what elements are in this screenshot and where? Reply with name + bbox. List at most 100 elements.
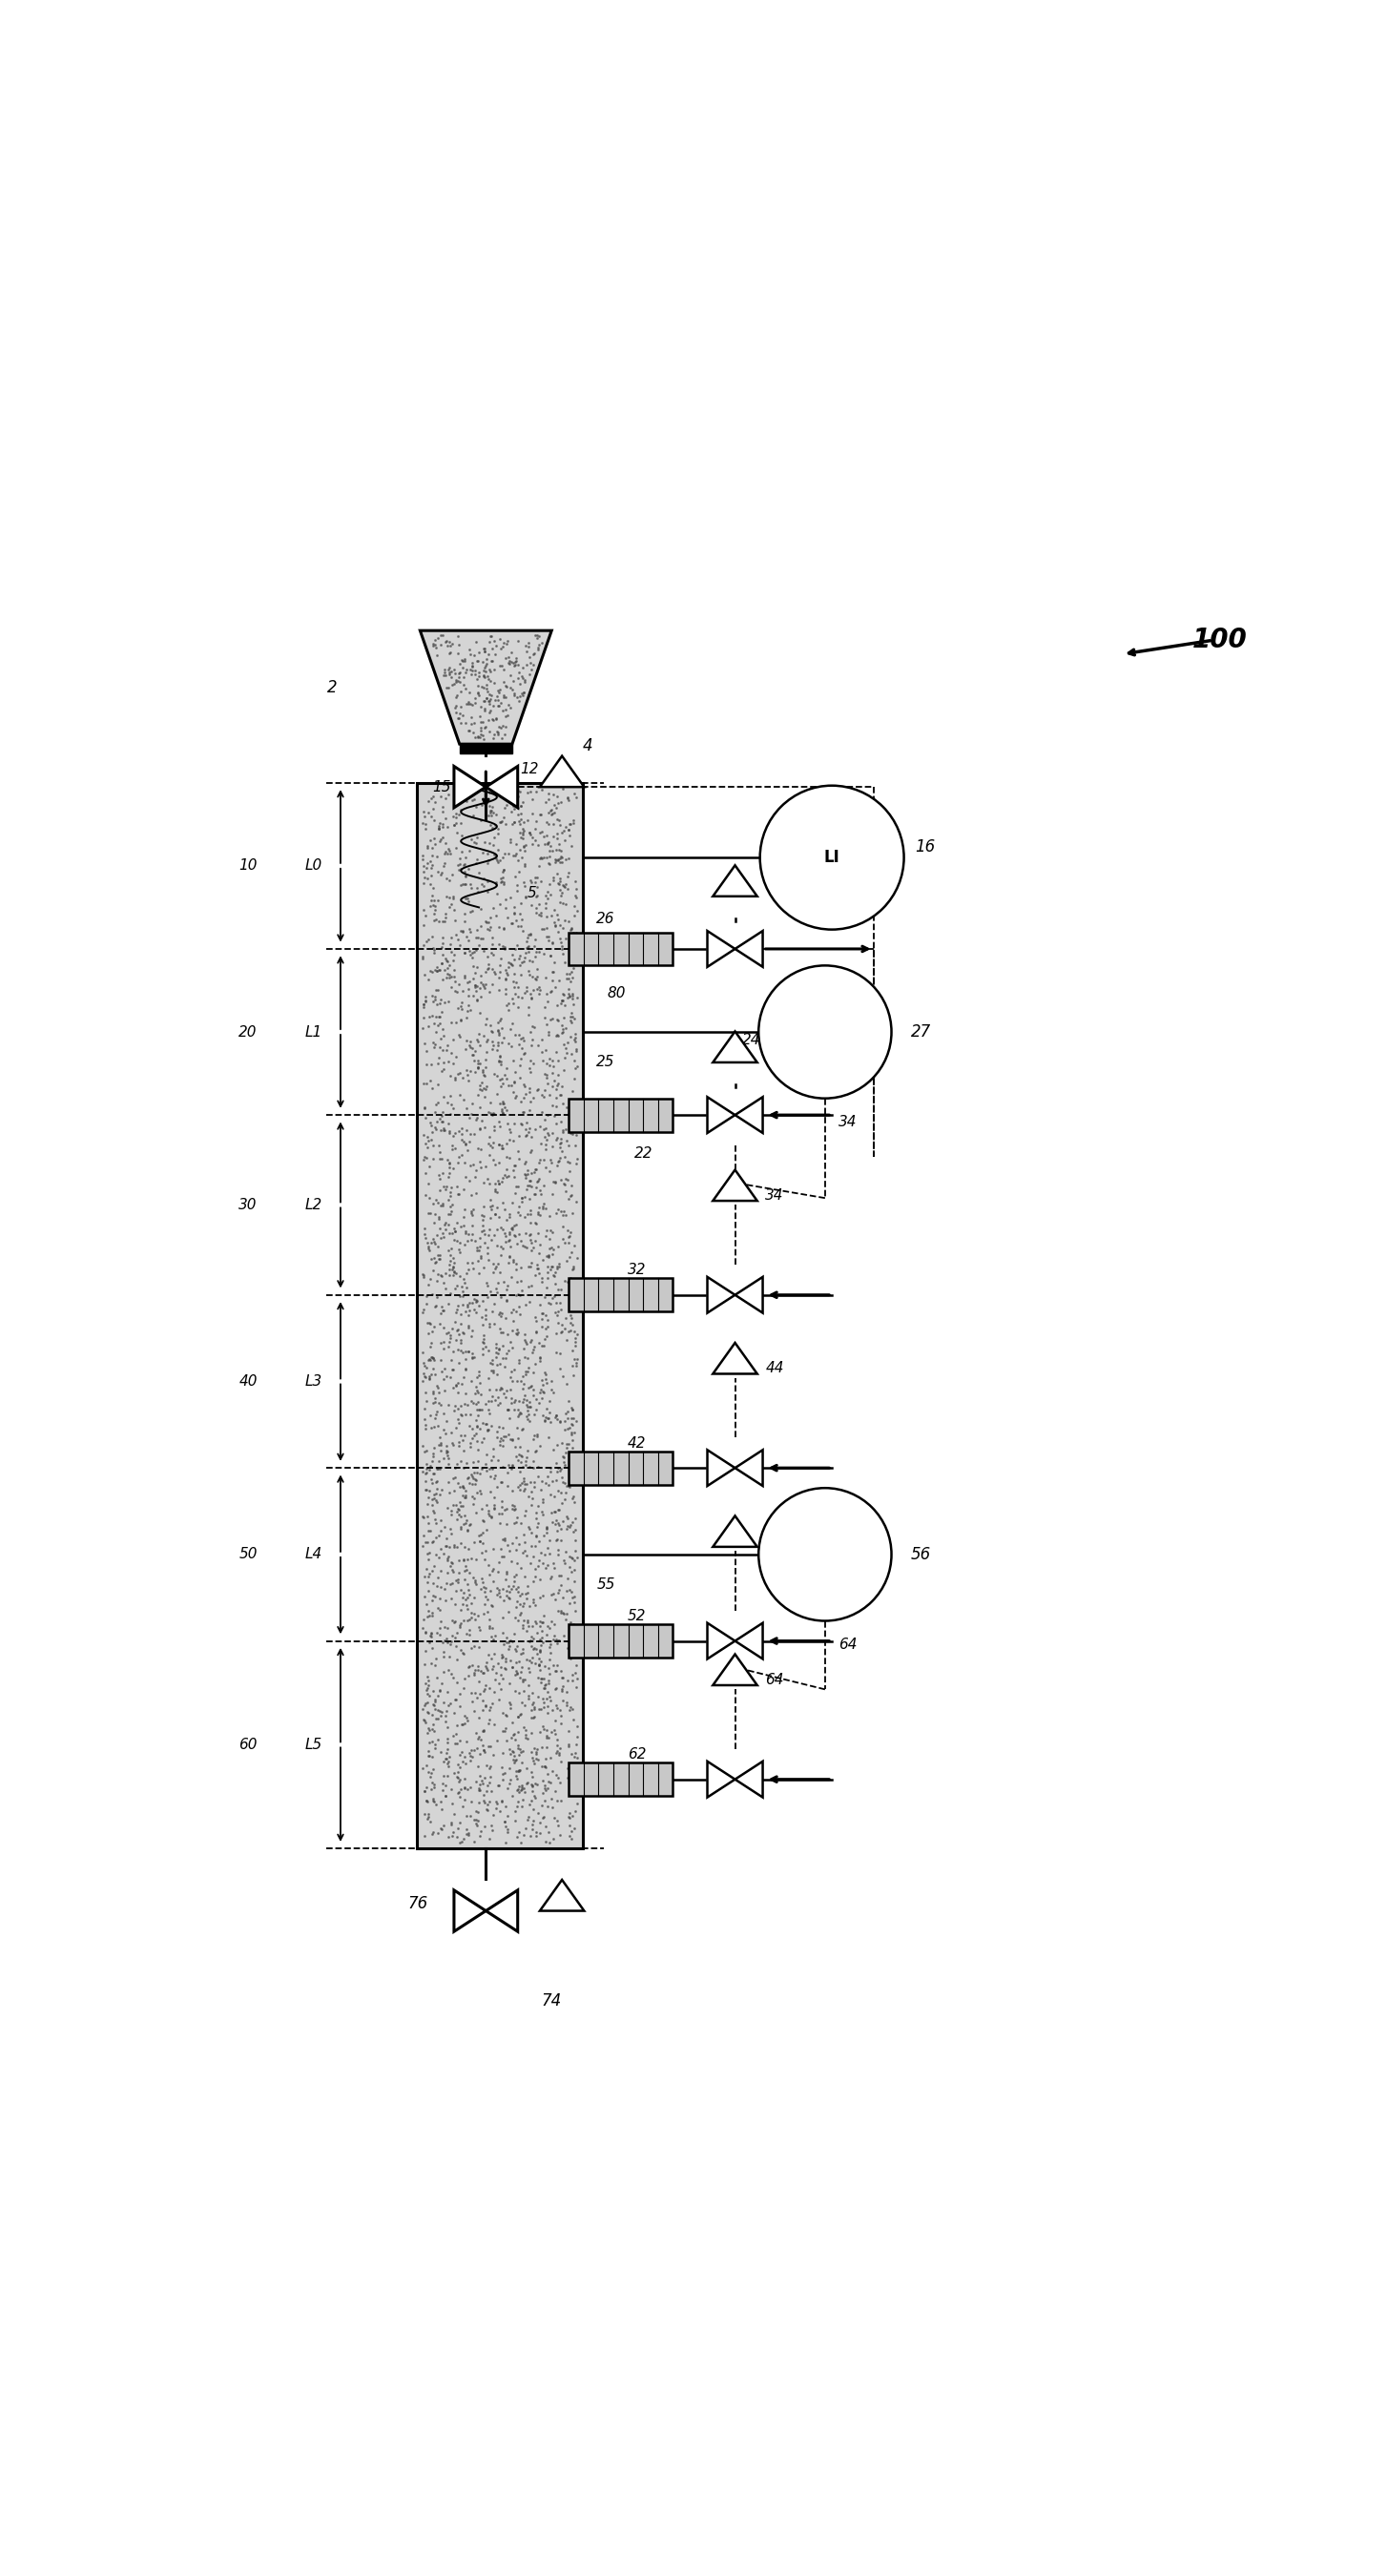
- Point: [534, 1664, 556, 1705]
- Point: [483, 1528, 505, 1569]
- Point: [448, 1255, 470, 1296]
- Point: [415, 1468, 437, 1510]
- Point: [454, 1767, 476, 1808]
- Point: [508, 657, 530, 698]
- Point: [426, 1234, 448, 1275]
- Point: [485, 1267, 508, 1309]
- Point: [566, 1180, 588, 1221]
- Point: [555, 1007, 577, 1048]
- Point: [463, 654, 485, 696]
- Point: [479, 1747, 501, 1788]
- Point: [538, 842, 560, 884]
- Point: [466, 1406, 488, 1448]
- Point: [479, 1780, 501, 1821]
- Point: [499, 1257, 522, 1298]
- Point: [459, 1020, 481, 1061]
- Point: [436, 1718, 458, 1759]
- Point: [430, 1051, 452, 1092]
- Point: [477, 1358, 499, 1399]
- Point: [522, 1638, 544, 1680]
- Point: [534, 1319, 556, 1360]
- Circle shape: [760, 786, 904, 930]
- Point: [491, 1659, 513, 1700]
- Point: [412, 835, 434, 876]
- Point: [436, 948, 458, 989]
- Point: [433, 1347, 455, 1388]
- Point: [413, 1556, 436, 1597]
- Text: 42: 42: [628, 1435, 646, 1450]
- Point: [441, 623, 463, 665]
- Point: [441, 657, 463, 698]
- Point: [442, 876, 465, 917]
- Point: [473, 688, 495, 729]
- Point: [477, 902, 499, 943]
- Text: 62: 62: [628, 1747, 646, 1762]
- Point: [508, 938, 530, 979]
- Point: [473, 930, 495, 971]
- Point: [526, 948, 548, 989]
- Point: [515, 1321, 537, 1363]
- Point: [516, 1430, 538, 1471]
- Point: [466, 1020, 488, 1061]
- Point: [481, 925, 503, 966]
- Polygon shape: [454, 1891, 485, 1932]
- Point: [503, 1489, 526, 1530]
- Point: [448, 1275, 470, 1316]
- Point: [488, 1123, 510, 1164]
- Point: [528, 1373, 551, 1414]
- Point: [459, 1394, 481, 1435]
- Point: [430, 1350, 452, 1391]
- Text: 32: 32: [628, 1262, 646, 1278]
- Point: [541, 1051, 563, 1092]
- Point: [562, 1690, 584, 1731]
- Point: [433, 1682, 455, 1723]
- Point: [494, 974, 516, 1015]
- Point: [452, 1314, 474, 1355]
- Point: [456, 1383, 479, 1425]
- Point: [459, 1113, 481, 1154]
- Point: [423, 933, 445, 974]
- Point: [429, 1383, 451, 1425]
- Point: [515, 1115, 537, 1157]
- Point: [412, 1257, 434, 1298]
- Point: [456, 1564, 479, 1605]
- Point: [422, 868, 444, 909]
- Circle shape: [759, 966, 892, 1097]
- Point: [481, 917, 503, 958]
- Point: [437, 1193, 459, 1234]
- Point: [419, 1193, 441, 1234]
- Point: [495, 636, 517, 677]
- Point: [546, 1731, 569, 1772]
- Point: [542, 1574, 565, 1615]
- Point: [534, 1770, 556, 1811]
- Point: [481, 1291, 503, 1332]
- Point: [499, 1321, 522, 1363]
- Point: [490, 999, 512, 1041]
- Point: [540, 1623, 562, 1664]
- Point: [523, 1744, 545, 1785]
- Point: [548, 1734, 570, 1775]
- Point: [477, 1489, 499, 1530]
- Point: [431, 917, 454, 958]
- Point: [487, 1680, 509, 1721]
- Point: [535, 1316, 558, 1358]
- Point: [441, 1600, 463, 1641]
- Point: [558, 1628, 580, 1669]
- Point: [438, 1255, 460, 1296]
- Point: [445, 1036, 467, 1077]
- Point: [420, 1592, 442, 1633]
- Point: [522, 793, 544, 835]
- Point: [424, 1577, 447, 1618]
- Text: 28: 28: [766, 871, 784, 884]
- Point: [431, 1139, 454, 1180]
- Point: [466, 665, 488, 706]
- Point: [477, 1726, 499, 1767]
- Point: [534, 1767, 556, 1808]
- Point: [534, 1765, 556, 1806]
- Point: [509, 662, 531, 703]
- Polygon shape: [713, 1170, 757, 1200]
- Point: [456, 1510, 479, 1551]
- Point: [454, 1528, 476, 1569]
- Point: [454, 956, 476, 997]
- Point: [527, 845, 549, 886]
